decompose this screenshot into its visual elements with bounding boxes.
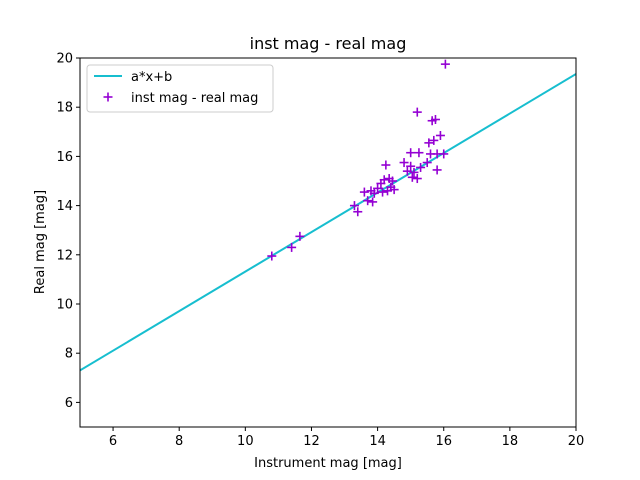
chart-title: inst mag - real mag	[250, 34, 407, 53]
x-tick-label: 10	[237, 434, 254, 449]
x-tick-label: 14	[369, 434, 386, 449]
y-tick-label: 18	[56, 101, 73, 116]
data-point	[406, 148, 416, 158]
legend: a*x+b inst mag - real mag	[86, 64, 274, 113]
data-point	[407, 172, 417, 182]
y-tick-label: 12	[56, 248, 73, 263]
y-tick-label: 10	[56, 298, 73, 313]
data-point	[414, 148, 424, 158]
axis-ticks: 6 8 10 12 14 16 18 20 6 8 10 12 14 16 18 20	[56, 52, 584, 450]
data-point	[439, 149, 449, 159]
data-point	[429, 135, 439, 145]
x-tick-label: 18	[502, 434, 519, 449]
data-point	[353, 207, 363, 217]
y-tick-label: 20	[56, 52, 73, 67]
data-point	[406, 161, 416, 171]
data-point	[378, 187, 388, 197]
fit-line	[80, 73, 576, 372]
y-tick-label: 14	[56, 199, 73, 214]
axes-frame	[79, 57, 577, 428]
data-point	[368, 197, 378, 207]
data-point	[373, 183, 383, 193]
data-point	[422, 158, 432, 168]
data-point	[387, 176, 397, 186]
data-point	[267, 251, 277, 261]
legend-box	[86, 64, 274, 113]
data-point	[412, 174, 422, 184]
x-tick-label: 16	[435, 434, 452, 449]
data-point	[430, 115, 440, 124]
legend-label-fit-line: a*x+b	[131, 70, 172, 85]
data-point	[381, 160, 391, 170]
x-tick-label: 20	[568, 434, 585, 449]
data-point	[416, 162, 426, 172]
data-point	[349, 201, 359, 211]
legend-marker-swatch	[103, 92, 113, 102]
data-point	[363, 196, 373, 206]
data-point	[412, 107, 422, 117]
data-point	[379, 175, 389, 185]
y-tick-label: 6	[65, 396, 73, 411]
x-tick-label: 12	[303, 434, 320, 449]
data-point	[435, 130, 445, 140]
data-point	[440, 59, 450, 69]
data-point	[399, 158, 409, 168]
data-point	[432, 165, 442, 175]
plot-area	[80, 59, 576, 372]
data-point	[369, 188, 379, 198]
x-tick-label: 8	[175, 434, 183, 449]
data-point	[389, 185, 399, 195]
y-tick-label: 8	[65, 347, 73, 362]
data-point	[295, 231, 305, 241]
legend-label-scatter: inst mag - real mag	[131, 91, 258, 106]
data-point	[409, 167, 419, 177]
data-point	[402, 166, 412, 176]
data-point	[287, 242, 297, 252]
y-tick-label: 16	[56, 150, 73, 165]
data-point	[424, 138, 434, 148]
x-tick-label: 6	[109, 434, 117, 449]
y-axis-label: Real mag [mag]	[33, 190, 48, 294]
data-point	[359, 187, 369, 197]
x-axis-label: Instrument mag [mag]	[254, 456, 402, 471]
